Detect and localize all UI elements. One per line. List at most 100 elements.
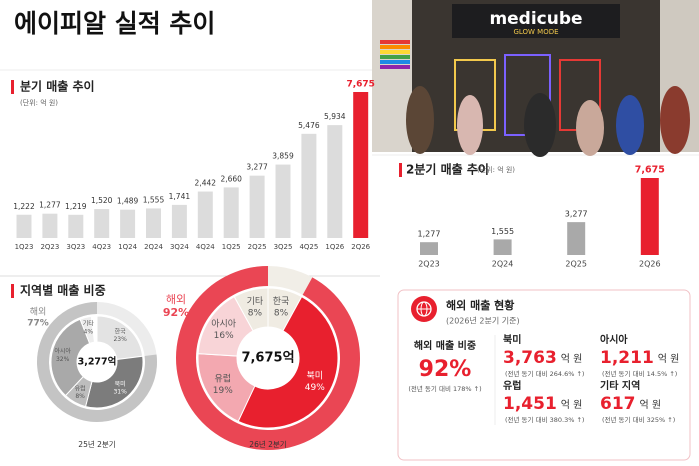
value-label: 1,489 xyxy=(117,197,139,206)
chart-title: 분기 매출 추이 xyxy=(20,79,95,94)
share-label: 해외 매출 비중 xyxy=(414,339,476,352)
x-tick-label: 2Q23 xyxy=(40,243,59,251)
segment-value: 23% xyxy=(113,336,127,343)
title-marker xyxy=(399,163,402,177)
x-tick-label: 2Q26 xyxy=(639,260,661,269)
bar xyxy=(567,222,586,255)
bar xyxy=(146,208,161,238)
region-name: 아시아 xyxy=(600,333,628,346)
bar xyxy=(94,209,110,238)
segment-value: 19% xyxy=(213,386,233,396)
value-label: 7,675 xyxy=(346,80,374,90)
ring-value: 77% xyxy=(27,319,49,329)
value-label: 2,442 xyxy=(195,179,217,188)
region-name: 기타 지역 xyxy=(600,379,640,392)
panel-title: 해외 매출 현황 xyxy=(446,298,514,312)
value-label: 1,555 xyxy=(491,227,514,236)
segment-name: 아시아 xyxy=(54,347,71,355)
region-unit: 억 원 xyxy=(561,399,583,411)
value-label: 1,277 xyxy=(39,201,61,210)
share-value: 92% xyxy=(419,357,472,382)
section-title: 지역별 매출 비중 xyxy=(20,283,106,298)
bar xyxy=(16,214,32,238)
region-unit: 억 원 xyxy=(658,353,680,365)
region-value: 1,211 xyxy=(600,348,654,368)
x-tick-label: 3Q23 xyxy=(66,243,85,251)
bar xyxy=(301,133,317,238)
region-note: (전년 동기 대비 325% ↑) xyxy=(602,415,675,424)
sign-text: medicube xyxy=(489,9,582,29)
segment-name: 북미 xyxy=(306,370,323,381)
x-tick-label: 3Q25 xyxy=(274,243,293,251)
segment-value: 49% xyxy=(305,383,325,393)
x-tick-label: 2Q23 xyxy=(418,260,440,269)
segment-value: 16% xyxy=(214,331,234,341)
bar xyxy=(353,92,369,238)
pie-hole xyxy=(238,328,298,388)
pie-hole xyxy=(78,343,116,381)
ring-name: 해외 xyxy=(166,292,186,306)
bar xyxy=(493,239,512,255)
segment-value: 8% xyxy=(248,308,263,318)
segment-name: 아시아 xyxy=(211,319,237,330)
x-tick-label: 3Q24 xyxy=(170,243,189,251)
x-tick-label: 1Q26 xyxy=(325,243,344,251)
region-note: (전년 동기 대비 380.3% ↑) xyxy=(505,415,584,424)
value-label: 5,934 xyxy=(324,112,346,121)
value-label: 3,859 xyxy=(272,152,294,161)
bar xyxy=(42,213,58,238)
region-value: 1,451 xyxy=(503,394,557,414)
segment-name: 유럽 xyxy=(75,384,86,392)
x-tick-label: 2Q24 xyxy=(492,260,514,269)
value-label: 3,277 xyxy=(246,163,268,172)
region-value: 3,763 xyxy=(503,348,557,368)
x-tick-label: 4Q23 xyxy=(92,243,111,251)
bar xyxy=(120,209,136,238)
region-unit: 억 원 xyxy=(561,353,583,365)
bar xyxy=(420,242,438,255)
chart-title: 26년 2분기 xyxy=(249,439,286,449)
region-value: 617 xyxy=(600,394,636,414)
bar xyxy=(249,175,265,238)
value-label: 1,222 xyxy=(13,202,35,211)
bar xyxy=(327,125,343,238)
section-marker xyxy=(11,284,14,298)
segment-name: 한국 xyxy=(115,328,127,335)
region-unit: 억 원 xyxy=(640,399,662,411)
x-tick-label: 1Q23 xyxy=(15,243,34,251)
segment-name: 기타 xyxy=(83,320,95,328)
segment-name: 유럽 xyxy=(215,373,232,384)
region-name: 북미 xyxy=(503,333,521,346)
segment-name: 북미 xyxy=(115,380,126,388)
value-label: 1,277 xyxy=(418,230,441,239)
x-tick-label: 2Q24 xyxy=(144,243,163,251)
overseas-panel: 해외 매출 현황 (2026년 2분기 기준) 해외 매출 비중 92% (전년… xyxy=(397,289,691,461)
x-tick-label: 1Q24 xyxy=(118,243,137,251)
value-label: 3,277 xyxy=(565,210,588,219)
chart-title: 2분기 매출 추이 xyxy=(406,162,489,177)
region-note: (전년 동기 대비 14.5% ↑) xyxy=(602,369,677,378)
segment-value: 32% xyxy=(56,356,70,363)
bar xyxy=(275,164,291,238)
value-label: 7,675 xyxy=(635,165,665,176)
value-label: 5,476 xyxy=(298,121,320,130)
x-tick-label: 2Q25 xyxy=(565,260,587,269)
chart-subtitle: (단위: 억 원) xyxy=(477,165,515,174)
segment-name: 한국 xyxy=(273,296,290,307)
center-label: 7,675억 xyxy=(241,351,294,366)
x-tick-label: 1Q25 xyxy=(222,243,241,251)
bar xyxy=(640,178,659,255)
center-label: 3,277억 xyxy=(78,356,117,368)
x-tick-label: 2Q26 xyxy=(351,243,370,251)
pie-segment xyxy=(79,315,96,345)
sign-subtext: GLOW MODE xyxy=(513,28,558,36)
chart-title: 25년 2분기 xyxy=(78,439,115,449)
pie-segment xyxy=(233,287,269,332)
ring-value: 92% xyxy=(163,306,189,319)
region-note: (전년 동기 대비 264.6% ↑) xyxy=(505,369,584,378)
pie-segment xyxy=(84,355,144,409)
panel-date: (2026년 2분기 기준) xyxy=(446,316,520,326)
segment-value: 31% xyxy=(113,389,127,396)
